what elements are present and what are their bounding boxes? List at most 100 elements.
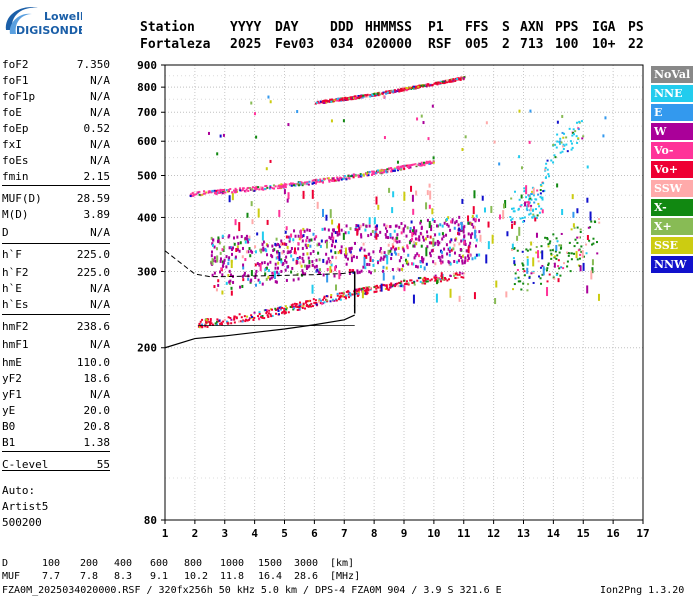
echo-point bbox=[534, 217, 537, 222]
echo-point bbox=[413, 85, 416, 88]
echo-point bbox=[449, 274, 452, 277]
echo-point bbox=[447, 224, 450, 228]
echo-point bbox=[566, 265, 569, 268]
echo-point bbox=[362, 287, 365, 290]
echo-point bbox=[365, 293, 368, 296]
echo-point bbox=[463, 235, 466, 239]
echo-point bbox=[354, 241, 357, 245]
echo-point bbox=[458, 295, 461, 302]
echo-point bbox=[254, 273, 257, 277]
echo-point bbox=[251, 186, 254, 189]
echo-point bbox=[282, 262, 285, 266]
echo-point bbox=[241, 246, 244, 250]
footer-muf-value: 9.1 bbox=[150, 571, 169, 582]
echo-point bbox=[284, 311, 287, 314]
echo-point bbox=[316, 243, 319, 247]
echo-point bbox=[315, 235, 318, 239]
echo-point bbox=[339, 295, 342, 298]
param-value: 1.38 bbox=[83, 436, 111, 449]
echo-point bbox=[357, 224, 360, 228]
echo-point bbox=[529, 248, 532, 251]
echo-point bbox=[366, 93, 369, 96]
echo-point bbox=[309, 244, 312, 248]
echo-point bbox=[318, 242, 321, 246]
echo-point bbox=[373, 171, 376, 174]
echo-point bbox=[314, 302, 317, 305]
echo-point bbox=[387, 243, 390, 247]
echo-point bbox=[313, 265, 316, 269]
echo-point bbox=[218, 191, 221, 194]
echo-point bbox=[348, 97, 351, 100]
param-row: D N/A bbox=[2, 226, 110, 240]
echo-point bbox=[233, 317, 236, 320]
echo-point bbox=[190, 194, 193, 197]
echo-point bbox=[285, 235, 288, 239]
echo-point bbox=[432, 237, 435, 247]
echo-point bbox=[389, 225, 392, 229]
echo-point bbox=[577, 128, 580, 131]
echo-point bbox=[211, 243, 214, 247]
header-label-4: HHMMSS bbox=[365, 20, 412, 35]
echo-point bbox=[269, 159, 272, 163]
echo-point bbox=[334, 239, 337, 243]
echo-point bbox=[300, 181, 303, 184]
echo-point bbox=[305, 246, 308, 250]
y-tick-label: 600 bbox=[137, 135, 157, 148]
echo-point bbox=[299, 305, 302, 308]
echo-point bbox=[306, 252, 309, 256]
echo-point bbox=[308, 238, 311, 242]
echo-point bbox=[247, 277, 250, 281]
echo-point bbox=[371, 259, 374, 263]
echo-point bbox=[573, 226, 576, 229]
echo-point bbox=[376, 92, 379, 95]
echo-point bbox=[460, 76, 463, 79]
echo-point bbox=[417, 163, 420, 166]
echo-point bbox=[352, 96, 355, 99]
echo-point bbox=[592, 242, 595, 245]
echo-point bbox=[441, 255, 444, 259]
echo-point bbox=[347, 231, 350, 235]
echo-point bbox=[525, 248, 528, 251]
echo-point bbox=[258, 263, 261, 267]
echo-point bbox=[580, 245, 583, 248]
footer-muf-value: 28.6 bbox=[294, 571, 319, 582]
echo-point bbox=[236, 235, 239, 239]
echo-point bbox=[428, 162, 431, 165]
echo-point bbox=[420, 84, 423, 87]
echo-point bbox=[511, 248, 514, 251]
echo-point bbox=[384, 287, 387, 290]
echo-point bbox=[539, 183, 542, 186]
echo-point bbox=[446, 252, 449, 256]
param-separator bbox=[2, 451, 110, 452]
header-value-2: Fev03 bbox=[275, 37, 315, 52]
echo-point bbox=[580, 250, 583, 253]
echo-point bbox=[586, 235, 589, 241]
echo-point bbox=[485, 121, 488, 125]
echo-point bbox=[460, 239, 463, 243]
echo-point bbox=[326, 267, 329, 271]
echo-point bbox=[587, 226, 590, 229]
echo-point bbox=[526, 209, 529, 212]
echo-point bbox=[379, 93, 382, 96]
echo-point bbox=[289, 237, 292, 241]
echo-point bbox=[337, 179, 340, 182]
echo-point bbox=[334, 266, 337, 272]
param-row: h`F2 225.0 bbox=[2, 266, 110, 280]
echo-point bbox=[393, 250, 396, 254]
echo-point bbox=[406, 244, 409, 248]
echo-point bbox=[332, 229, 335, 233]
echo-point bbox=[302, 304, 305, 307]
echo-point bbox=[472, 206, 475, 215]
echo-point bbox=[457, 259, 460, 263]
echo-point bbox=[394, 224, 397, 228]
echo-point bbox=[463, 225, 466, 229]
echo-point bbox=[534, 198, 537, 201]
echo-point bbox=[528, 140, 531, 144]
echo-point bbox=[572, 128, 575, 131]
echo-point bbox=[216, 189, 219, 192]
echo-point bbox=[318, 299, 321, 302]
echo-point bbox=[250, 270, 253, 277]
header-value-10: 10+ bbox=[592, 37, 616, 52]
footer-muf-value: 7.8 bbox=[80, 571, 99, 582]
echo-point bbox=[306, 236, 309, 240]
